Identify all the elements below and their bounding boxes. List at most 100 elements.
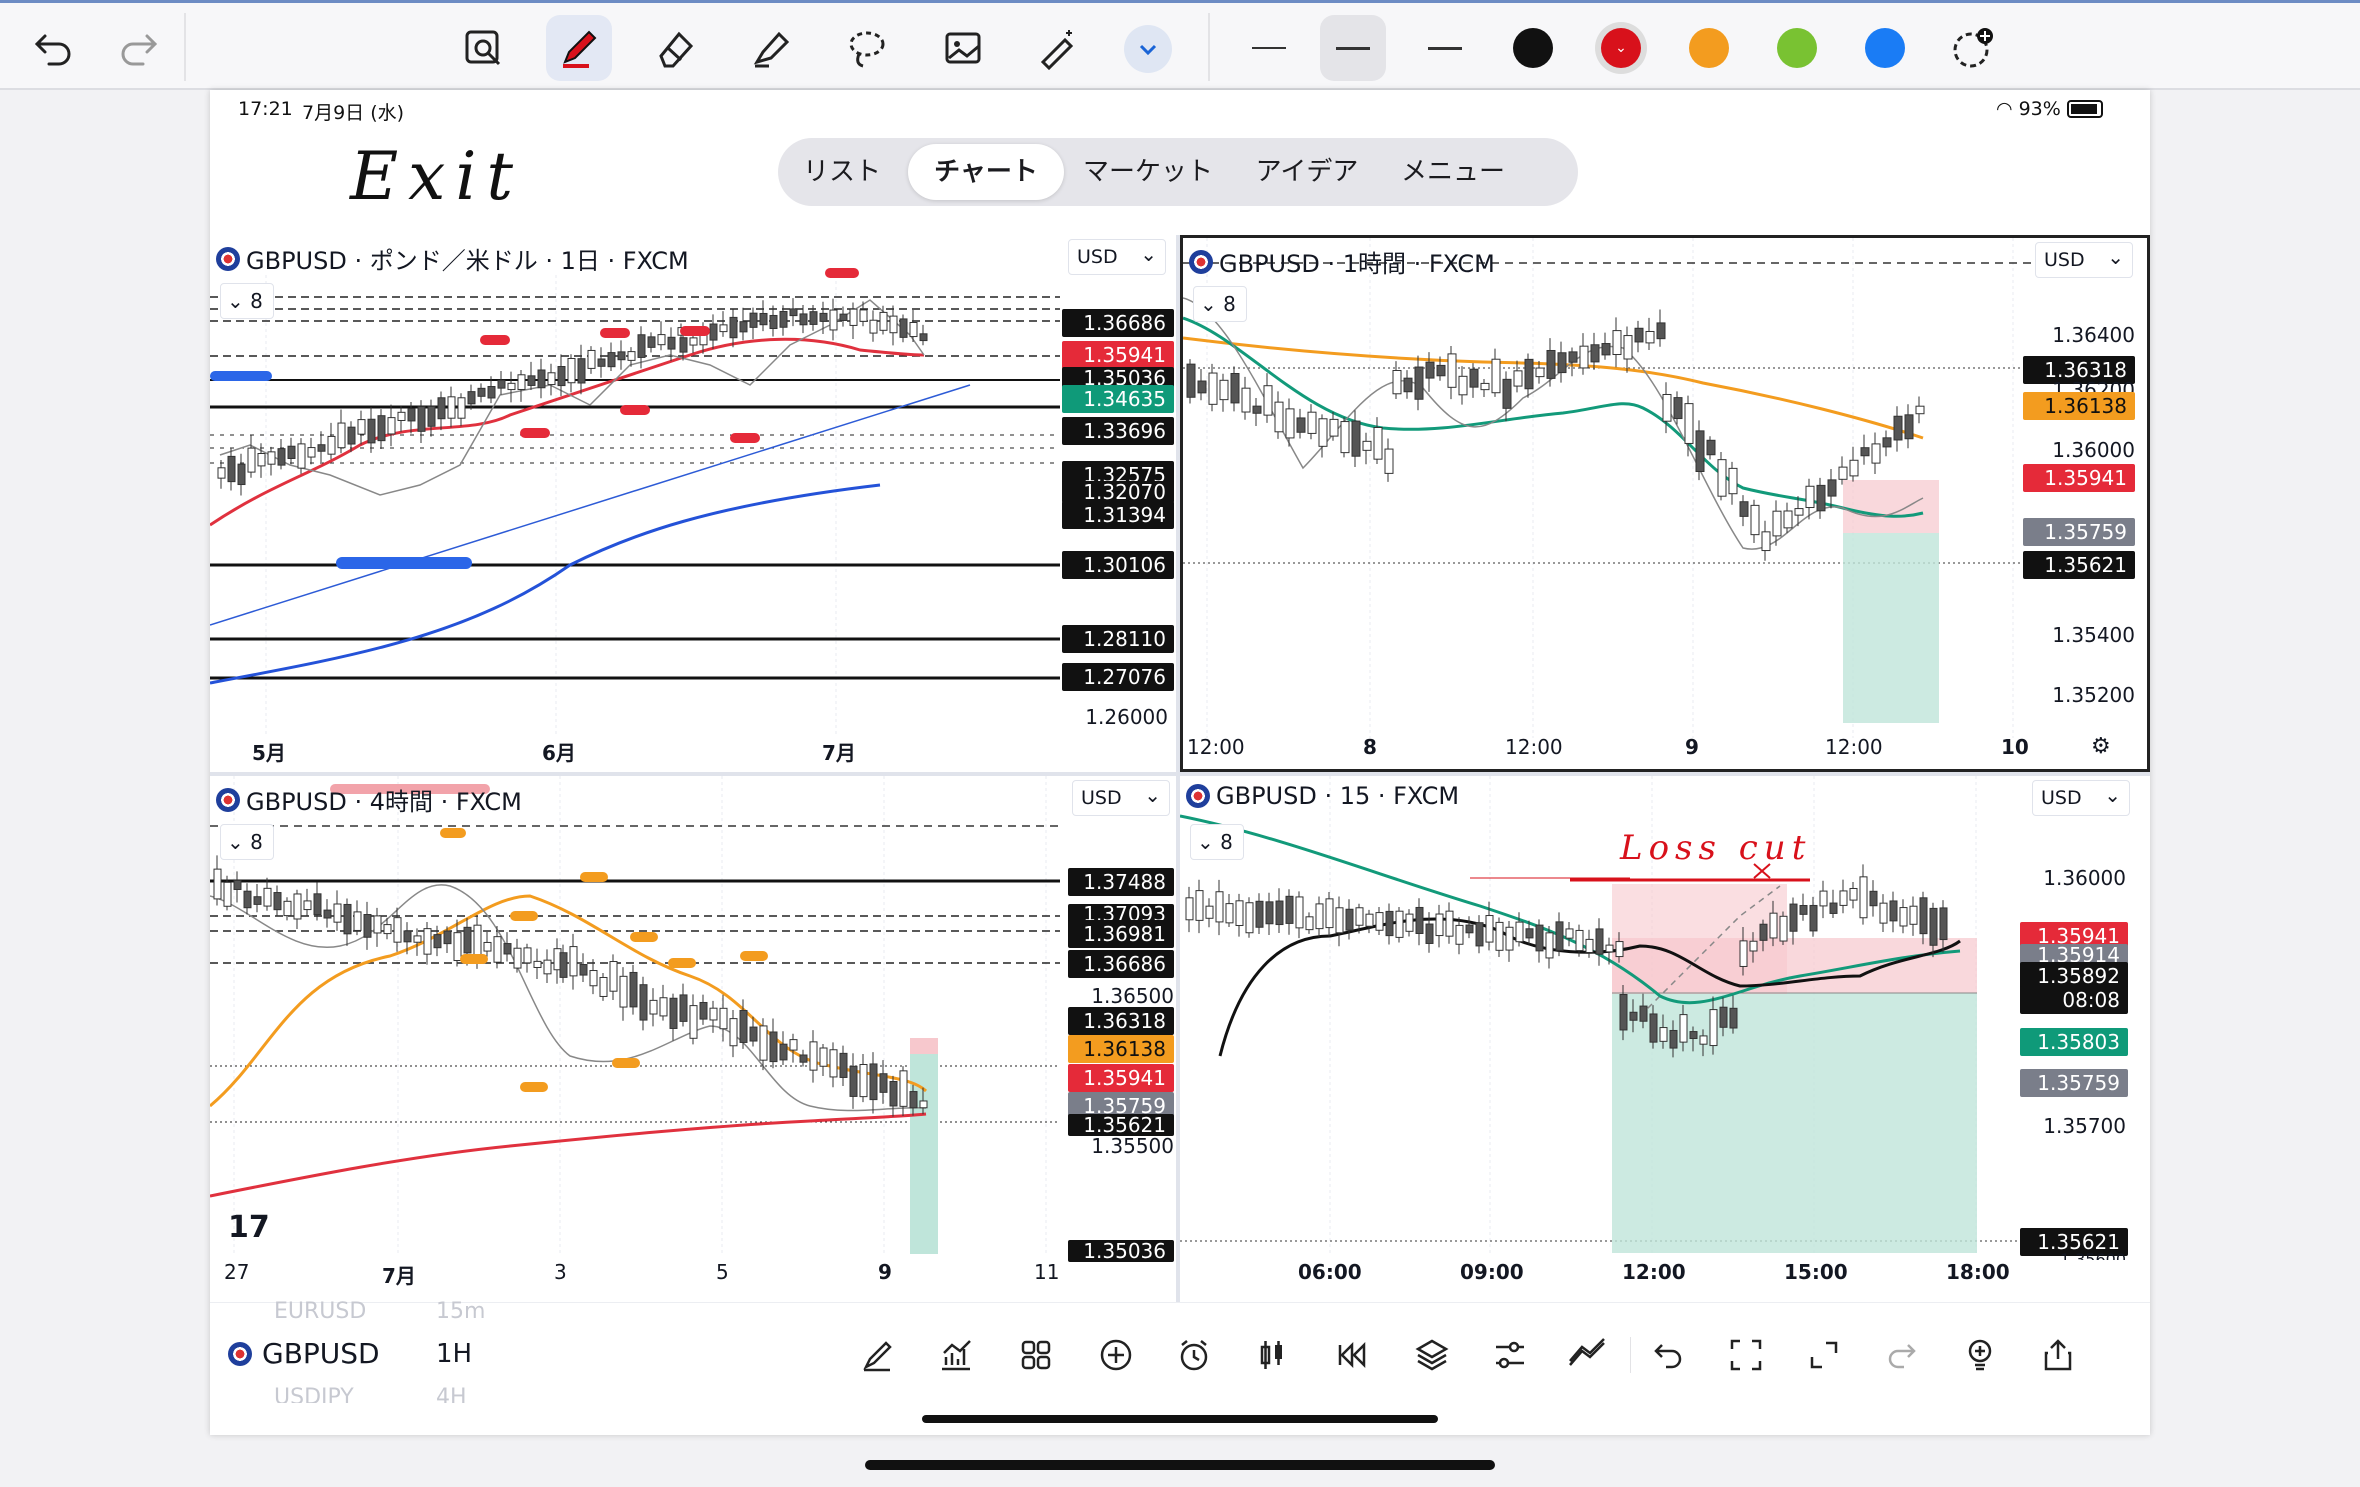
thin-stroke-button[interactable]	[1236, 15, 1302, 81]
price-label: 1.35036	[1062, 367, 1174, 389]
chart-pane-15m[interactable]: Loss cut GBPUSD · 15 · FXCM USD ⌄ 8 1.36…	[1180, 776, 2150, 1302]
color-black-swatch[interactable]	[1500, 15, 1566, 81]
color-blue-swatch[interactable]	[1852, 15, 1918, 81]
m15-chart-canvas	[1180, 776, 2040, 1256]
indicators-icon[interactable]	[934, 1333, 978, 1377]
chart-pane-1h[interactable]: GBPUSD · 1時間 · FXCM USD ⌄ 8 1.36400 1.36…	[1180, 235, 2150, 772]
add-color-icon[interactable]	[1940, 15, 2006, 81]
gbp-usd-flag-icon	[1189, 249, 1213, 274]
price-label: 1.28110	[1062, 625, 1174, 653]
layout-grid-icon[interactable]	[1014, 1333, 1058, 1377]
add-icon[interactable]	[1094, 1333, 1138, 1377]
pane-title: GBPUSD · ポンド／米ドル · 1日 · FXCM	[246, 247, 689, 275]
indicator-count-toggle[interactable]: ⌄ 8	[1193, 286, 1247, 322]
chart-bottom-toolbar: EURUSD 15m GBPUSD 1H USDJPY 4H	[210, 1299, 2150, 1403]
settings-sliders-icon[interactable]	[1488, 1333, 1532, 1377]
price-label-last: 1.35892	[2020, 962, 2128, 990]
screenshot-icon[interactable]	[1724, 1333, 1768, 1377]
time-axis-tick: 12:00	[1187, 735, 1245, 759]
chart-undo-icon[interactable]	[1646, 1333, 1690, 1377]
time-axis-tick: 7月	[822, 741, 856, 765]
time-axis-tick: 27	[224, 1260, 250, 1284]
thick-stroke-button[interactable]	[1412, 15, 1478, 81]
tab-list[interactable]: リスト	[802, 157, 881, 187]
time-axis-tick: 12:00	[1825, 735, 1883, 759]
battery-icon	[2066, 100, 2103, 118]
chart-redo-icon[interactable]	[1880, 1333, 1924, 1377]
indicator-count-toggle[interactable]: ⌄ 8	[220, 283, 274, 319]
compare-icon[interactable]	[1566, 1333, 1610, 1377]
h4-candles	[213, 855, 928, 1117]
candle-type-icon[interactable]	[1250, 1333, 1294, 1377]
time-axis-tick: 6月	[542, 741, 576, 765]
indicator-count: 8	[1220, 830, 1233, 854]
handwritten-exit-note: Exit	[350, 138, 524, 215]
ghost-prev-interval: 15m	[436, 1299, 486, 1324]
time-axis-tick: 5月	[252, 741, 286, 765]
pen-icon[interactable]	[546, 15, 612, 81]
currency-select[interactable]: USD	[2035, 242, 2133, 278]
ghost-next-interval: 4H	[436, 1385, 467, 1403]
time-axis-tick: 7月	[382, 1264, 416, 1288]
tab-market[interactable]: マーケット	[1082, 157, 1213, 187]
settings-icon[interactable]: ⚙	[2091, 734, 2111, 759]
pane-header: GBPUSD · ポンド／米ドル · 1日 · FXCM	[216, 241, 689, 276]
home-indicator[interactable]	[865, 1460, 1495, 1470]
time-axis-tick: 12:00	[1505, 735, 1563, 759]
tab-chart[interactable]: チャート	[908, 144, 1064, 200]
magic-icon[interactable]	[1024, 15, 1090, 81]
currency-select[interactable]: USD	[1068, 239, 1166, 275]
tab-ideas[interactable]: アイデア	[1255, 157, 1359, 187]
eraser-icon[interactable]	[642, 15, 708, 81]
price-label-current: 1.35941	[1068, 1064, 1174, 1092]
indicator-count: 8	[1223, 292, 1236, 316]
interval-picker[interactable]: 1H	[436, 1339, 473, 1369]
currency-select[interactable]: USD	[1072, 780, 1170, 816]
medium-stroke-button[interactable]	[1320, 15, 1386, 81]
sheet-grabber[interactable]	[922, 1415, 1438, 1423]
ghost-next-symbol: USDJPY	[274, 1385, 354, 1403]
drawing-toolbar: ⌄	[0, 0, 2360, 90]
lasso-icon[interactable]	[834, 15, 900, 81]
image-icon[interactable]	[930, 15, 996, 81]
m15-candles	[1185, 864, 1948, 1058]
fullscreen-icon[interactable]	[1802, 1333, 1846, 1377]
drawing-tool-icon[interactable]	[856, 1333, 900, 1377]
undo-icon[interactable]	[20, 15, 86, 81]
idea-icon[interactable]	[1958, 1333, 2002, 1377]
h1-chart-canvas	[1183, 238, 2043, 738]
price-axis-tick: 1.35500	[1091, 1134, 1174, 1158]
image-search-icon[interactable]	[450, 15, 516, 81]
time-axis-tick: 11	[1034, 1260, 1060, 1284]
price-label: 1.36686	[1068, 950, 1174, 978]
layers-icon[interactable]	[1410, 1333, 1454, 1377]
time-axis-tick: 06:00	[1298, 1260, 1362, 1284]
tab-menu[interactable]: メニュー	[1400, 157, 1505, 187]
price-axis-tick: 1.36000	[2052, 438, 2135, 462]
price-axis-tick: 1.35200	[2052, 683, 2135, 707]
pane-divider-vertical[interactable]	[1176, 235, 1180, 1302]
chart-pane-4h[interactable]: GBPUSD · 4時間 · FXCM USD ⌄ 8 1.37488 1.37…	[210, 776, 1176, 1302]
replay-icon[interactable]	[1330, 1333, 1374, 1377]
currency-select[interactable]: USD	[2032, 780, 2130, 816]
pane-header: GBPUSD · 4時間 · FXCM	[216, 782, 522, 817]
indicator-count-toggle[interactable]: ⌄ 8	[1190, 824, 1244, 860]
chart-pane-daily[interactable]: GBPUSD · ポンド／米ドル · 1日 · FXCM USD ⌄ 8 1.3…	[210, 235, 1176, 772]
price-label: 1.35621	[2023, 551, 2135, 579]
highlighter-icon[interactable]	[738, 15, 804, 81]
color-green-swatch[interactable]	[1764, 15, 1830, 81]
status-right: ◠ 93%	[1996, 98, 2103, 120]
handwritten-loss-cut-note: Loss cut	[1620, 828, 1812, 868]
alarm-icon[interactable]	[1172, 1333, 1216, 1377]
color-red-swatch[interactable]: ⌄	[1588, 15, 1654, 81]
indicator-count-toggle[interactable]: ⌄ 8	[220, 824, 274, 860]
color-orange-swatch[interactable]	[1676, 15, 1742, 81]
share-icon[interactable]	[2036, 1333, 2080, 1377]
pane-divider-horizontal[interactable]	[210, 772, 2150, 776]
price-label-ma: 1.35803	[2020, 1028, 2128, 1056]
ghost-prev-symbol: EURUSD	[274, 1299, 367, 1324]
price-label: 1.37093	[1068, 904, 1174, 924]
chevron-down-icon[interactable]	[1124, 25, 1172, 73]
symbol-picker[interactable]: GBPUSD	[228, 1337, 380, 1370]
redo-icon[interactable]	[106, 15, 172, 81]
